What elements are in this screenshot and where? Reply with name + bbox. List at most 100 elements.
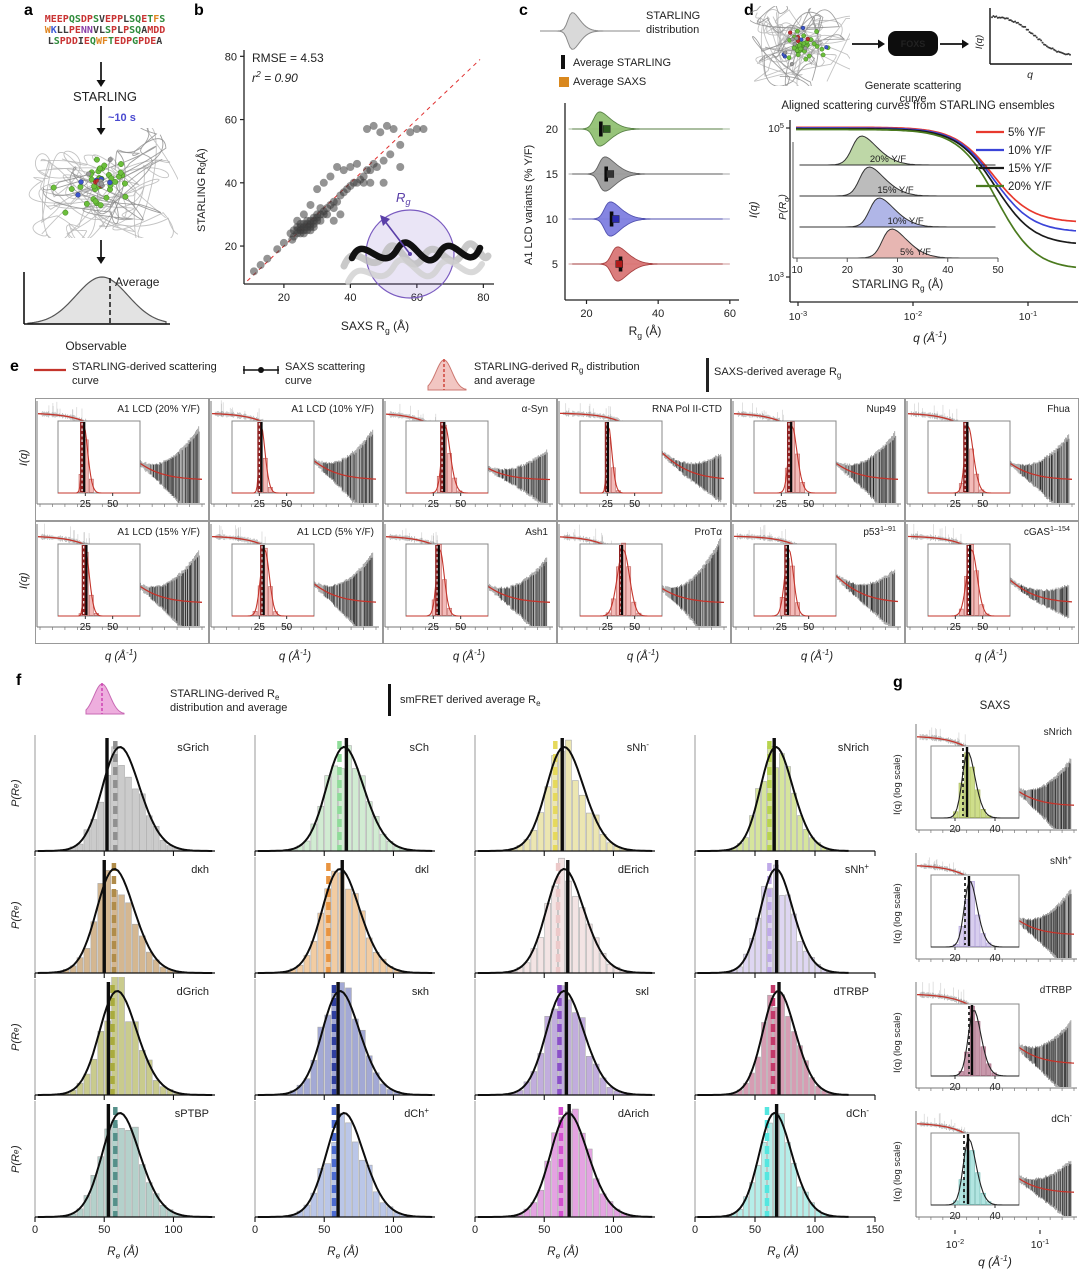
f-x-axis-label: Re (Å) [327,1246,359,1261]
generate-label-1: Generate scattering [864,80,962,92]
f-y-axis-label: P(R e) [10,779,22,807]
svg-text:40: 40 [989,1211,1001,1222]
violin-15 [568,156,730,192]
f-legend-2: smFRET derived average Re [400,694,541,709]
subplot-label: dκl [415,864,429,876]
svg-text:25: 25 [254,622,266,633]
foxs-tool-badge: FOXS [888,31,938,56]
ridge-15% Y/F: 15% Y/F [799,166,996,197]
panel-b-label: b [194,2,204,19]
svg-text:5% Y/F: 5% Y/F [900,247,931,258]
panel-f-label: f [16,672,22,689]
e-x-axis-label: q (Å-1) [626,648,660,663]
red-line-legend-icon [34,368,66,372]
subplot-label: sCh [409,742,429,754]
svg-text:50: 50 [629,499,641,510]
subplot-label: dκh [191,864,209,876]
saxs-subplot: 25 50 RNA Pol II-CTD [557,398,731,521]
f-tick-label: 50 [318,1224,331,1236]
smfret-bar-legend-icon [388,684,391,716]
svg-text:50: 50 [455,622,467,633]
saxs-errorbar-legend-icon [243,366,279,374]
saxs-validation-subplot: 20 40 dTRBP [915,980,1080,1102]
subplot-label: sNrich [838,742,869,754]
g-title: SAXS [979,700,1011,712]
subplot-label: sκh [412,986,429,998]
subplot-title: dTRBP [1040,985,1073,996]
rg-histogram-inset [231,420,315,494]
svg-text:10-2​: 10-2​ [904,309,922,323]
panel-a-label: a [24,2,33,19]
svg-text:25: 25 [776,499,788,510]
re-histogram: sPTBP [34,1101,215,1222]
rg-histogram-inset [579,420,663,494]
svg-text:25: 25 [80,622,92,633]
scatter-points [249,121,428,276]
g-x-axis: 10-2​ 10-1​ [946,1230,1049,1251]
legend-5% Y/F: 5% Y/F [1008,127,1046,139]
svg-text:40: 40 [344,292,356,304]
re-histogram: dGrich [34,977,215,1100]
subplot-title: α-Syn [522,404,548,415]
f-tick-label: 150 [865,1224,885,1236]
average-label: Average [115,275,160,289]
re-histogram: dCh+​ [254,1101,435,1222]
e-legend-3b: and average [474,375,536,387]
re-histogram: sκh [254,979,435,1100]
svg-text:q: q [1027,69,1033,81]
svg-text:40: 40 [942,265,954,276]
amino-acid-sequence: MEEPQSDPSVEPPLSQETFS WKLLPENNVLSPLPSQAMDD… [30,14,180,47]
saxs-validation-subplot: 20 40 dCh-​ [915,1109,1080,1231]
violin-legend-icon [540,12,640,50]
re-histogram: dκh [34,857,215,978]
f-tick-label: 0 [471,1224,479,1236]
panel-e-label: e [10,358,19,375]
svg-text:20: 20 [949,1082,961,1093]
svg-text:10: 10 [791,265,803,276]
f-x-axis-label: Re (Å) [547,1246,579,1261]
r-squared-value: r2 = 0.90 [252,69,298,85]
f-legend-1a: STARLING-derived Re [170,688,280,703]
subplot-title: dCh-​ [1051,1111,1072,1125]
f-tick-label: 0 [691,1224,699,1236]
svg-text:20: 20 [225,241,237,253]
saxs-subplot: 25 50 A1 LCD (5% Y/F) [209,521,383,644]
avg-saxs-square-icon [559,77,569,87]
saxs-subplot: 25 50 p531–91​ [731,521,905,644]
rg-histogram-inset [930,745,1020,819]
svg-text:25: 25 [428,622,440,633]
observable-distribution-plot: Average [23,272,170,325]
e-y-axis-label: I(q) [18,449,30,467]
svg-text:40: 40 [989,953,1001,964]
re-histogram: sNh+​ [694,857,876,978]
rg-histogram-inset [57,420,141,494]
saxs-validation-subplot: 20 40 sNrich [915,722,1080,844]
e-y-axis-label: I(q) [18,572,30,590]
c-x-axis-label: Rg (Å) [628,324,662,341]
svg-text:I(q): I(q) [974,35,985,49]
svg-text:25: 25 [428,499,440,510]
f-legend-1b: distribution and average [170,702,288,714]
svg-text:25: 25 [80,499,92,510]
f-tick-label: 50 [748,1224,762,1236]
subplot-title: A1 LCD (20% Y/F) [117,404,200,415]
svg-text:60: 60 [225,115,237,127]
subplot-label: dCh-​ [846,1106,869,1120]
svg-text:10: 10 [546,214,558,226]
e-x-axis-label: q (Å-1) [974,648,1008,663]
panel-c-label: c [519,2,528,19]
subplot-title: sNrich [1044,727,1072,738]
violin-plot: 20 40 60 20 15 10 5 [546,103,739,320]
re-histogram: sGrich [34,735,215,856]
svg-text:80: 80 [477,292,489,304]
curve-10% Y/F [796,127,1077,232]
c-y-axis-label: A1 LCD variants (% Y/F) [523,144,535,266]
svg-text:20: 20 [949,824,961,835]
panel-g-label: g [893,674,903,691]
svg-text:50: 50 [803,622,815,633]
svg-text:P(Rg​): P(Rg​) [777,194,791,220]
svg-text:40: 40 [652,308,664,320]
f-tick-label: 100 [384,1224,403,1236]
sequence-line: MEEPQSDPSVEPPLSQETFS [44,14,166,25]
